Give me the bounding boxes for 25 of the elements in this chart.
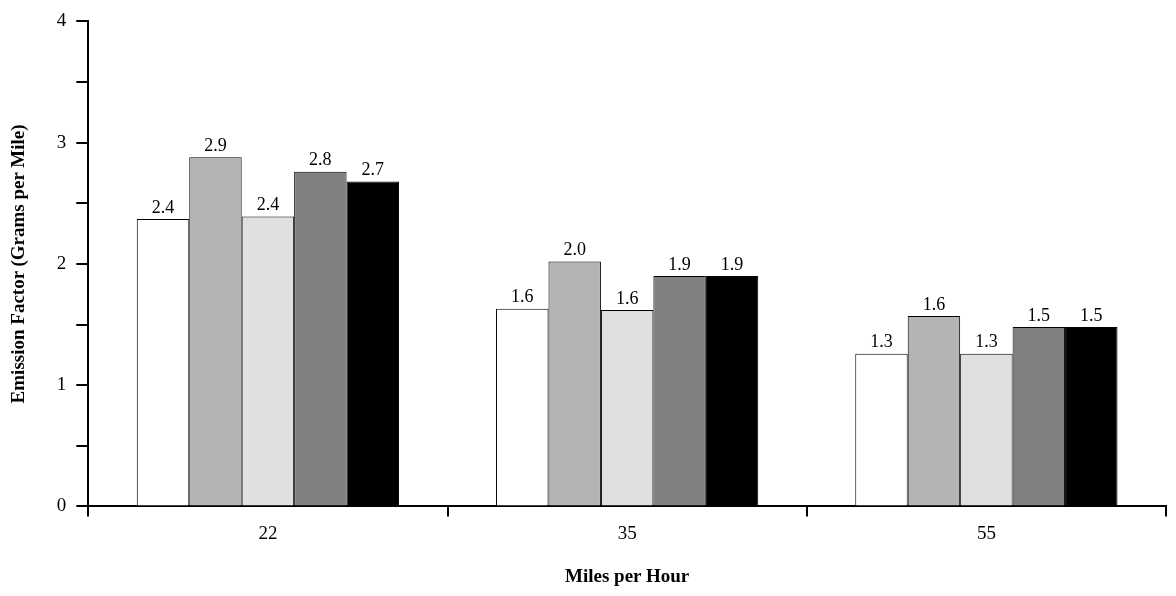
data-label: 2.7 xyxy=(361,159,385,180)
x-tick-label: 35 xyxy=(617,521,637,543)
data-label: 1.5 xyxy=(1027,304,1051,325)
data-label: 2.4 xyxy=(151,196,175,217)
x-tick-label: 22 xyxy=(258,521,278,543)
data-label: 2.9 xyxy=(204,134,227,155)
data-label: 1.3 xyxy=(870,331,893,352)
y-tick-label: 0 xyxy=(56,494,67,516)
y-tick-label: 4 xyxy=(56,9,67,31)
y-tick-label: 1 xyxy=(56,373,67,395)
x-tick-label: 55 xyxy=(976,521,996,543)
y-axis-title: Emission Factor (Grams per Mile) xyxy=(7,124,30,404)
data-label: 1.9 xyxy=(668,253,691,274)
data-label: 2.8 xyxy=(309,149,332,170)
data-label: 1.6 xyxy=(511,286,534,307)
data-label: 2.4 xyxy=(256,194,280,215)
data-label: 1.6 xyxy=(615,287,639,308)
data-label: 2.0 xyxy=(563,239,586,260)
x-axis-title: Miles per Hour xyxy=(565,564,690,586)
data-label: 1.5 xyxy=(1080,304,1103,325)
y-tick-label: 2 xyxy=(56,251,67,273)
data-label: 1.6 xyxy=(922,293,946,314)
y-tick-label: 3 xyxy=(56,130,67,152)
data-label: 1.9 xyxy=(720,253,744,274)
data-label: 1.3 xyxy=(975,331,998,352)
